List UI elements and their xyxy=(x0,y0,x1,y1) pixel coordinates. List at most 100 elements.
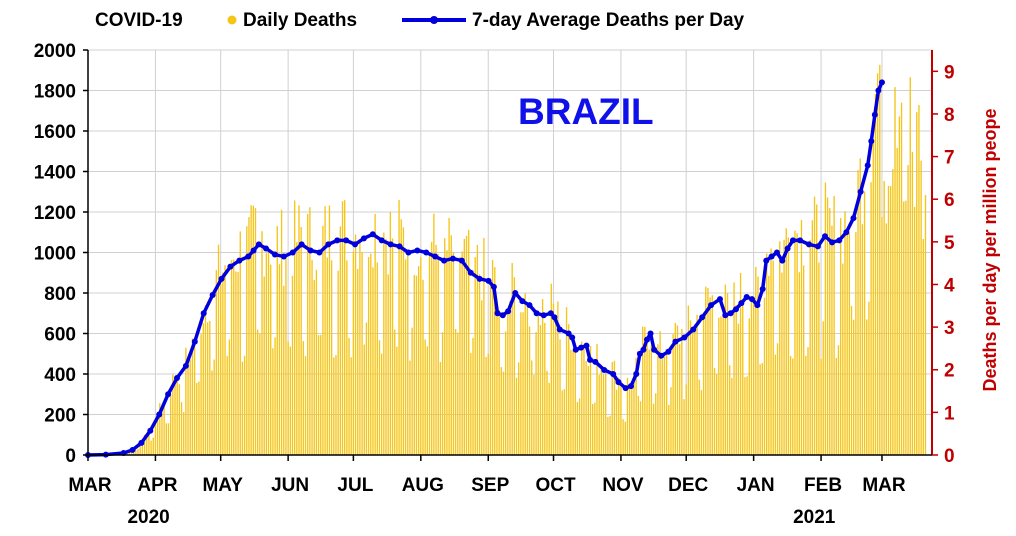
daily-death-bar xyxy=(481,300,482,455)
daily-death-bar xyxy=(601,366,602,455)
x-tick-label: AUG xyxy=(402,475,444,496)
daily-death-bar xyxy=(218,245,219,455)
daily-death-bar xyxy=(261,231,262,455)
daily-death-bar xyxy=(742,303,743,455)
y2-tick-label: 4 xyxy=(944,275,955,296)
daily-death-bar xyxy=(655,393,656,455)
y-tick-label: 400 xyxy=(44,365,76,386)
y-tick-label: 200 xyxy=(44,406,76,427)
daily-death-bar xyxy=(588,366,589,455)
daily-death-bar xyxy=(498,310,499,455)
daily-death-bar xyxy=(351,357,352,455)
daily-death-bar xyxy=(842,264,843,455)
seven-day-average-point xyxy=(722,312,728,318)
seven-day-average-point xyxy=(272,252,278,258)
y-tick-label: 1600 xyxy=(34,122,76,143)
daily-death-bar xyxy=(514,277,515,455)
seven-day-average-point xyxy=(633,371,639,377)
daily-death-bar xyxy=(720,316,721,455)
daily-death-bar xyxy=(200,334,201,455)
daily-death-bar xyxy=(244,356,245,455)
daily-death-bar xyxy=(538,313,539,455)
daily-death-bar xyxy=(923,239,924,455)
seven-day-average-point xyxy=(236,258,242,264)
seven-day-average-point xyxy=(526,302,532,308)
daily-death-bar xyxy=(155,423,156,455)
daily-death-bar xyxy=(762,363,763,455)
daily-death-bar xyxy=(392,238,393,455)
daily-death-bar xyxy=(692,332,693,455)
daily-death-bar xyxy=(320,335,321,455)
daily-death-bar xyxy=(825,183,826,455)
daily-death-bar xyxy=(327,258,328,455)
daily-death-bar xyxy=(274,337,275,455)
daily-death-bar xyxy=(163,406,164,455)
daily-death-bar xyxy=(544,323,545,455)
daily-death-bar xyxy=(374,214,375,455)
daily-death-bar xyxy=(479,274,480,455)
daily-death-bar xyxy=(355,234,356,455)
x-tick-label: DEC xyxy=(668,475,708,496)
legend-daily-deaths-label: Daily Deaths xyxy=(243,10,357,31)
seven-day-average-point xyxy=(325,241,331,247)
seven-day-average-point xyxy=(708,302,714,308)
daily-death-bar xyxy=(707,288,708,455)
seven-day-average-point xyxy=(281,254,287,260)
daily-death-bar xyxy=(472,338,473,455)
seven-day-average-point xyxy=(174,375,180,381)
x-tick-label: MAR xyxy=(862,475,906,496)
daily-death-bar xyxy=(453,252,454,455)
daily-death-bar xyxy=(651,345,652,455)
seven-day-average-point xyxy=(486,278,492,284)
daily-death-bar xyxy=(860,158,861,455)
daily-death-bar xyxy=(629,383,630,455)
daily-death-bar xyxy=(838,345,839,455)
daily-death-bar xyxy=(786,228,787,455)
seven-day-average-point xyxy=(256,241,262,247)
daily-death-bar xyxy=(277,226,278,455)
seven-day-average-point xyxy=(316,250,322,256)
daily-death-bars xyxy=(90,65,927,455)
legend-line-dot xyxy=(430,16,438,24)
daily-death-bar xyxy=(140,445,141,455)
daily-death-bar xyxy=(790,356,791,455)
daily-death-bar xyxy=(805,356,806,455)
y2-tick-label: 1 xyxy=(944,403,955,424)
seven-day-average-point xyxy=(165,391,171,397)
daily-death-bar xyxy=(209,321,210,455)
x-tick-label: APR xyxy=(137,475,177,496)
daily-death-bar xyxy=(348,338,349,455)
daily-death-bar xyxy=(435,245,436,455)
daily-death-bar xyxy=(509,301,510,455)
daily-death-bar xyxy=(146,437,147,455)
seven-day-average-point xyxy=(557,326,563,332)
daily-death-bar xyxy=(520,312,521,455)
seven-day-average-point xyxy=(744,294,750,300)
daily-death-bar xyxy=(283,286,284,455)
daily-death-bar xyxy=(231,260,232,455)
seven-day-average-point xyxy=(797,237,803,243)
daily-death-bar xyxy=(749,318,750,455)
daily-death-bar xyxy=(548,383,549,455)
seven-day-average-point xyxy=(865,162,871,168)
daily-death-bar xyxy=(518,362,519,455)
seven-day-average-point xyxy=(147,428,153,434)
daily-death-bar xyxy=(803,265,804,455)
seven-day-average-point xyxy=(201,310,207,316)
daily-death-bar xyxy=(585,361,586,455)
daily-death-bar xyxy=(925,195,926,455)
daily-death-bar xyxy=(220,284,221,455)
seven-day-average-point xyxy=(587,357,593,363)
daily-death-bar xyxy=(792,359,793,455)
daily-death-bar xyxy=(457,332,458,455)
seven-day-average-point xyxy=(822,233,828,239)
daily-death-bar xyxy=(194,341,195,455)
daily-death-bar xyxy=(603,374,604,455)
seven-day-average-point xyxy=(423,250,429,256)
daily-death-bar xyxy=(522,312,523,455)
seven-day-average-point xyxy=(138,440,144,446)
seven-day-average-point xyxy=(583,343,589,349)
seven-day-average-point xyxy=(397,243,403,249)
x-tick-label: MAY xyxy=(202,475,243,496)
daily-death-bar xyxy=(897,148,898,455)
